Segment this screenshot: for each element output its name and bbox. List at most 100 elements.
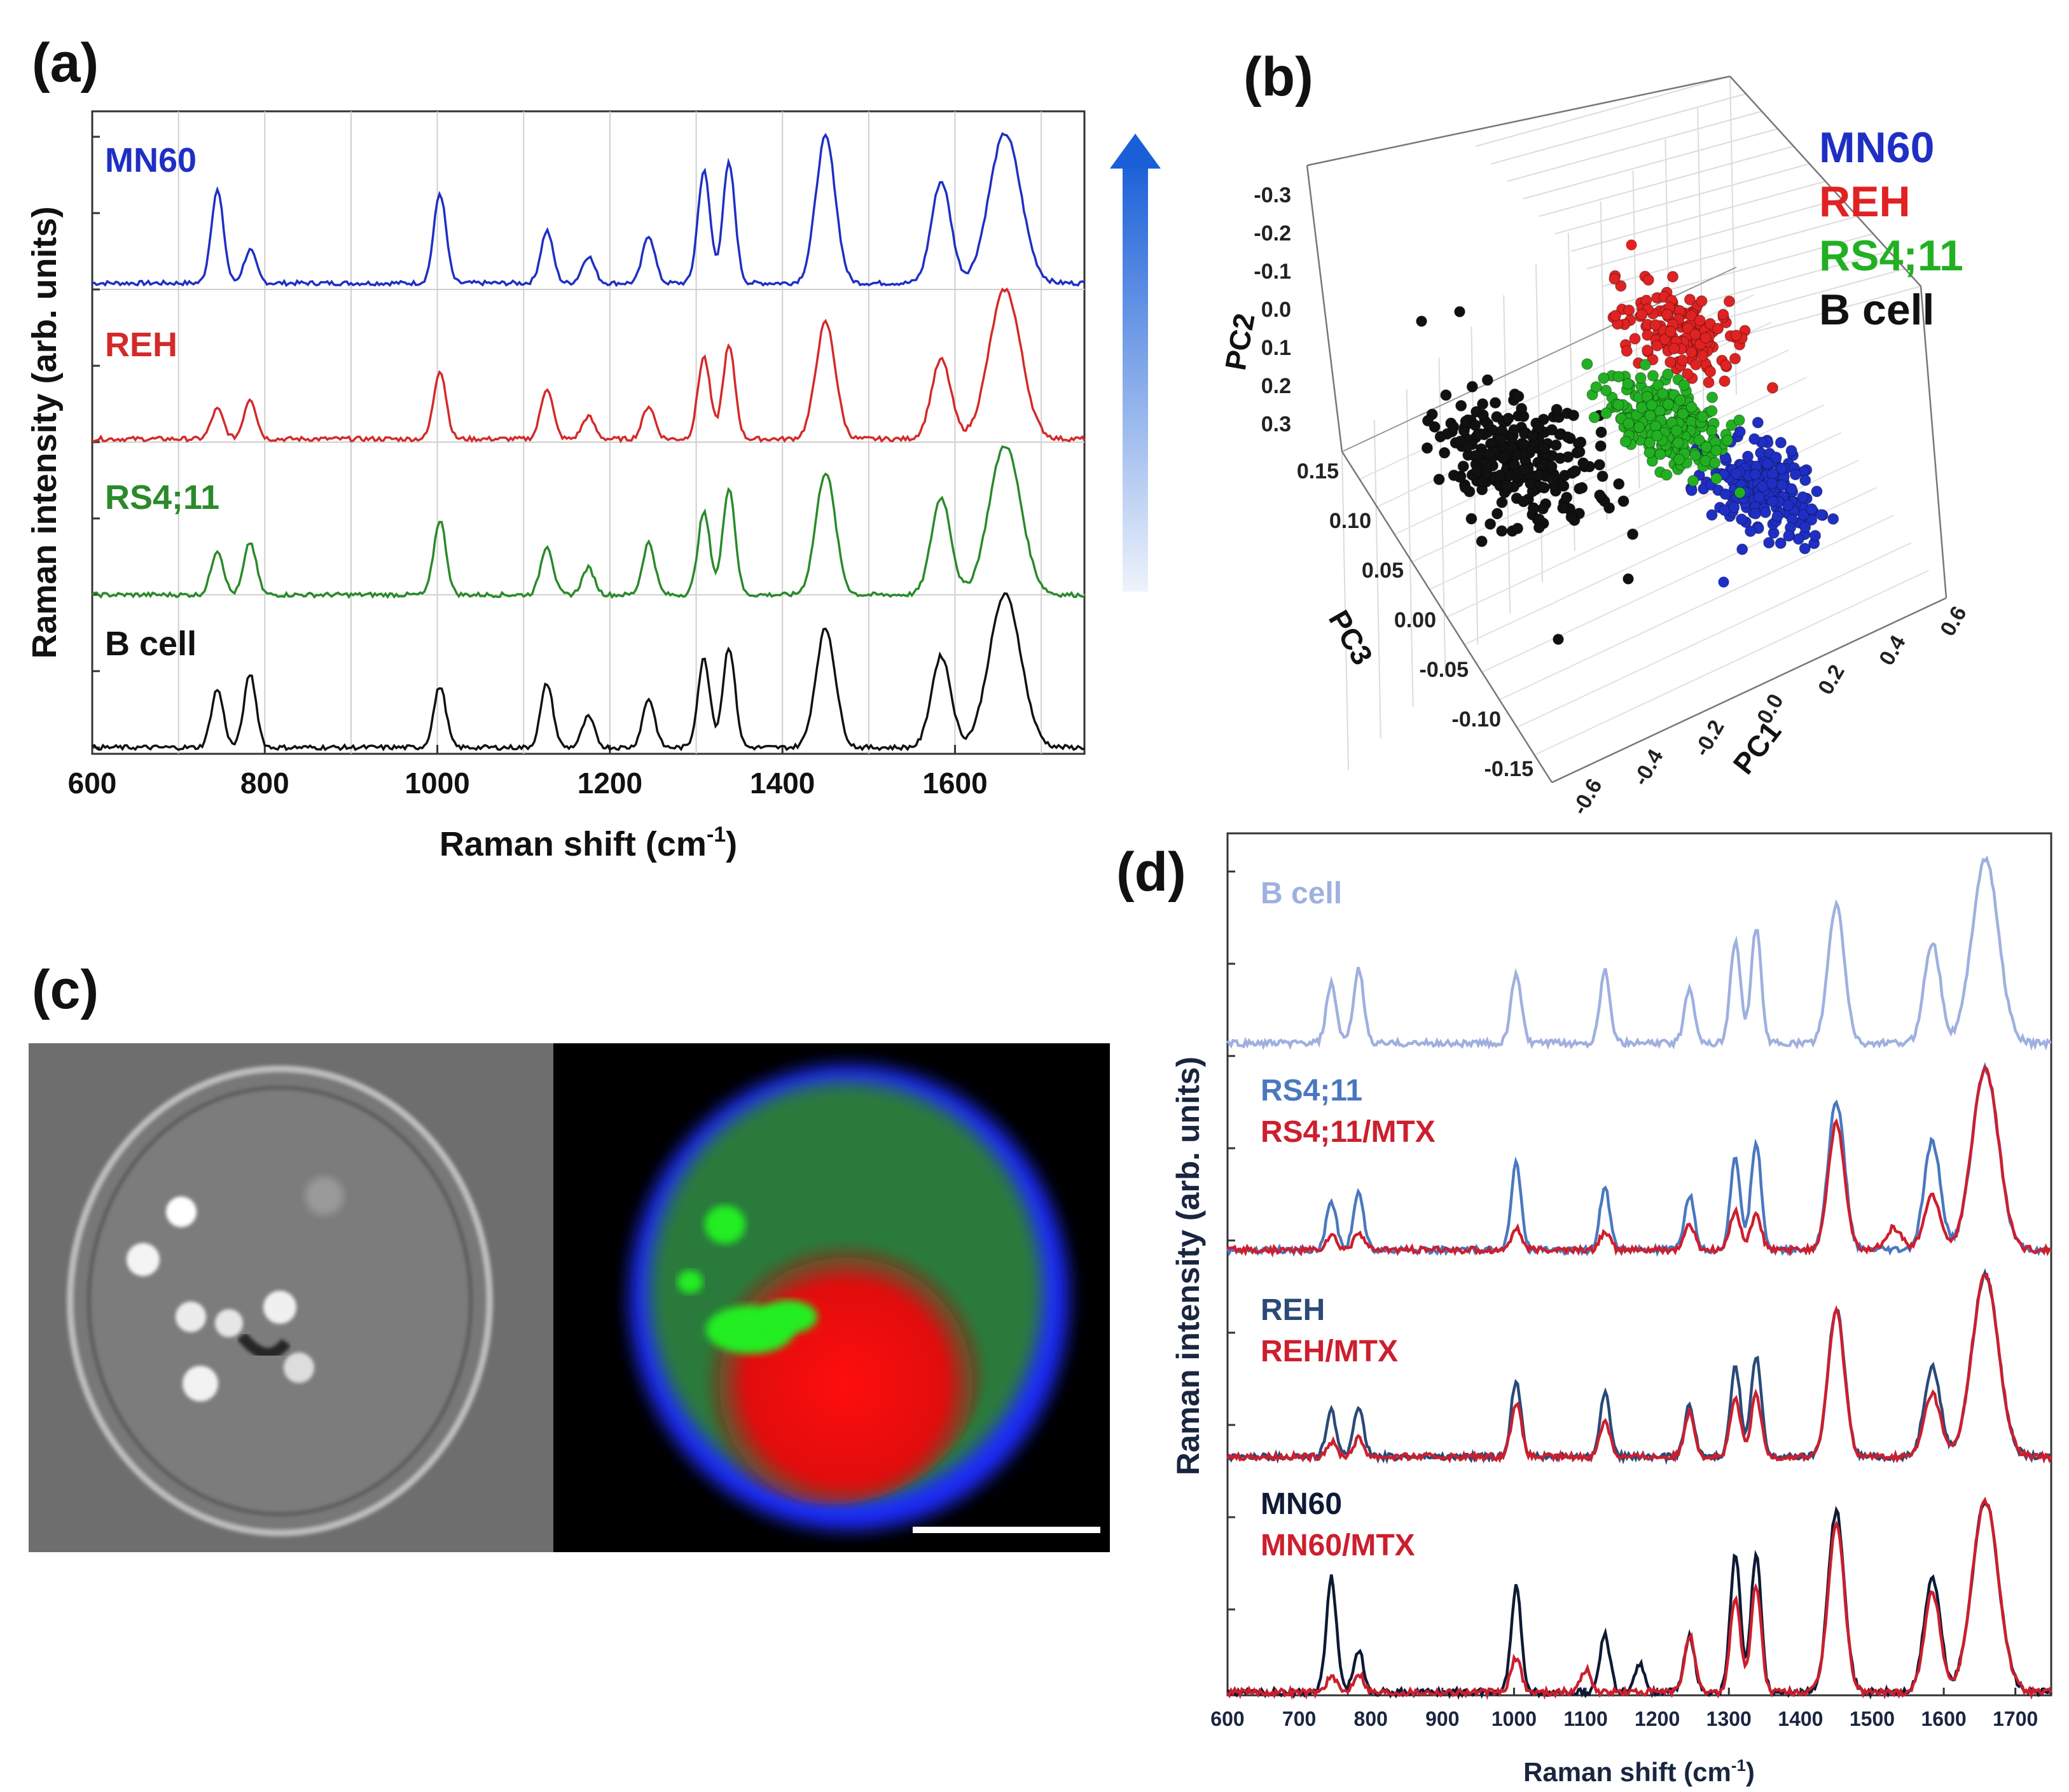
panel-b-point-b-cell (1561, 431, 1574, 443)
panel-b-point-b-cell (1497, 452, 1509, 464)
panel-b-point-b-cell (1422, 415, 1434, 427)
panel-b-legend-rs411: RS4;11 (1819, 232, 1963, 280)
panel-b-point-b-cell (1465, 513, 1477, 525)
panel-b-point-rs4-11 (1636, 401, 1648, 413)
panel-b-point-b-cell (1434, 431, 1446, 443)
panel-b-point-b-cell (1496, 496, 1508, 508)
panel-d-series-rs4-11-mtx (1226, 1065, 2052, 1258)
panel-b-point-b-cell (1518, 496, 1530, 508)
panel-b-point-b-cell (1457, 460, 1469, 473)
panel-b-point-rs4-11 (1662, 368, 1674, 380)
panel-b-pc2-tick: 0.1 (1261, 336, 1291, 360)
panel-a-label-mn60: MN60 (105, 141, 197, 179)
panel-d-xlabel-end: ) (1746, 1757, 1755, 1787)
panel-b-point-reh (1684, 293, 1696, 305)
panel-b-point-b-cell (1460, 415, 1472, 427)
panel-b-point-reh (1682, 368, 1694, 380)
panel-b-point-rs4-11 (1633, 421, 1645, 433)
panel-b-point-b-cell (1511, 522, 1524, 534)
panel-b-point-b-cell (1512, 390, 1525, 403)
panel-b-point-b-cell (1613, 478, 1625, 490)
panel-b-point-b-cell (1484, 448, 1496, 461)
panel-b-point-mn60 (1719, 488, 1731, 500)
panel-b-point-b-cell (1525, 478, 1537, 490)
panel-b-pc1-tick: -0.2 (1689, 716, 1729, 761)
panel-b-pc2-tick: 0.3 (1261, 412, 1291, 436)
panel-b-point-reh (1629, 333, 1641, 345)
panel-b-point-b-cell (1567, 409, 1580, 422)
panel-b-point-b-cell (1511, 448, 1523, 461)
panel-b-point-b-cell (1558, 480, 1570, 492)
panel-a-series-b-cell (92, 592, 1085, 752)
panel-a-plot-frame (91, 110, 1086, 755)
panel-b-point-rs4-11 (1635, 372, 1647, 384)
panel-b-point-b-cell (1481, 374, 1493, 386)
panel-b-grid-line (1464, 459, 1859, 646)
panel-b-point-mn60 (1745, 525, 1757, 538)
panel-b-point-rs4-11 (1639, 359, 1651, 371)
panel-b-point-reh (1729, 352, 1741, 365)
panel-b-point-mn60 (1771, 510, 1783, 522)
panel-b-point-reh (1636, 309, 1648, 321)
panel-b-point-b-cell (1546, 424, 1558, 436)
panel-b-point-mn60 (1718, 576, 1729, 588)
panel-b-point-b-cell (1518, 438, 1530, 450)
panel-b-point-rs4-11 (1710, 473, 1722, 485)
panel-b-point-reh (1609, 310, 1621, 322)
panel-b-point-mn60 (1815, 509, 1827, 521)
panel-d-label-reh-mtx: REH/MTX (1261, 1335, 1398, 1368)
panel-b-point-b-cell (1496, 525, 1508, 537)
panel-b-point-rs4-11 (1673, 454, 1685, 466)
panel-b-point-rs4-11 (1709, 457, 1721, 469)
panel-b-point-mn60 (1736, 513, 1748, 525)
panel-b-point-b-cell (1551, 403, 1563, 415)
panel-a-x-tick-label: 600 (68, 767, 117, 800)
panel-b-point-reh (1717, 309, 1729, 321)
panel-b-point-b-cell (1470, 450, 1483, 462)
panel-a-x-tick-label: 1600 (922, 767, 987, 800)
panel-b-point-mn60 (1783, 530, 1795, 542)
panel-b-point-reh (1730, 330, 1742, 342)
panel-b-point-b-cell (1454, 306, 1465, 317)
panel-b-point-mn60 (1776, 479, 1789, 491)
panel-b-point-b-cell (1516, 403, 1528, 415)
panel-b-axis-title-pc2: PC2 (1219, 311, 1261, 373)
panel-b-point-rs4-11 (1652, 379, 1664, 391)
panel-b-point-reh (1696, 350, 1708, 362)
panel-b-legend-bcell: B cell (1819, 286, 1934, 334)
panel-b-grid-line (1600, 201, 1608, 520)
panel-b-point-b-cell (1623, 573, 1634, 585)
panel-d-x-tick-label: 600 (1210, 1707, 1244, 1730)
panel-b-point-b-cell (1568, 465, 1581, 478)
panel-b-point-reh (1621, 345, 1633, 357)
panel-b-point-rs4-11 (1678, 379, 1690, 391)
panel-b-box-edge (1729, 76, 1921, 287)
panel-b-point-b-cell (1593, 459, 1605, 471)
panel-b-points (1416, 239, 1839, 645)
panel-b-point-rs4-11 (1696, 410, 1709, 423)
panel-b-grid-line (1411, 377, 1807, 563)
panel-b-point-b-cell (1466, 380, 1478, 393)
panel-b-point-b-cell (1508, 424, 1520, 436)
panel-b-box-edge (1306, 75, 1731, 167)
panel-b-point-b-cell (1448, 469, 1460, 482)
panel-b-point-b-cell (1481, 467, 1493, 479)
panel-b-point-rs4-11 (1588, 411, 1600, 424)
panel-d-x-tick-label: 1200 (1635, 1707, 1680, 1730)
panel-b-grid-line (1475, 76, 1731, 147)
panel-d-x-tick-label: 700 (1282, 1707, 1316, 1730)
panel-d-x-tick-label: 1500 (1850, 1707, 1895, 1730)
panel-b-point-b-cell (1501, 480, 1513, 492)
panel-b-grid-line (1507, 111, 1762, 182)
panel-d-x-axis-title: Raman shift (cm-1) (1523, 1756, 1755, 1787)
panel-b-point-reh (1664, 325, 1677, 338)
panel-b-point-mn60 (1748, 433, 1761, 445)
panel-d-x-tick-label: 1700 (1993, 1707, 2038, 1730)
panel-d-mtx-spectra-chart: 600 700 800 900 1000 1100 1200 1300 1400 1500 1600… (1170, 832, 2053, 1787)
panel-b-point-reh (1649, 319, 1661, 331)
panel-b-point-reh (1651, 340, 1663, 352)
panel-b-point-b-cell (1477, 409, 1489, 421)
panel-b-point-b-cell (1553, 634, 1564, 645)
panel-label-d: (d) (1116, 842, 1186, 903)
panel-b-point-reh (1609, 273, 1621, 285)
